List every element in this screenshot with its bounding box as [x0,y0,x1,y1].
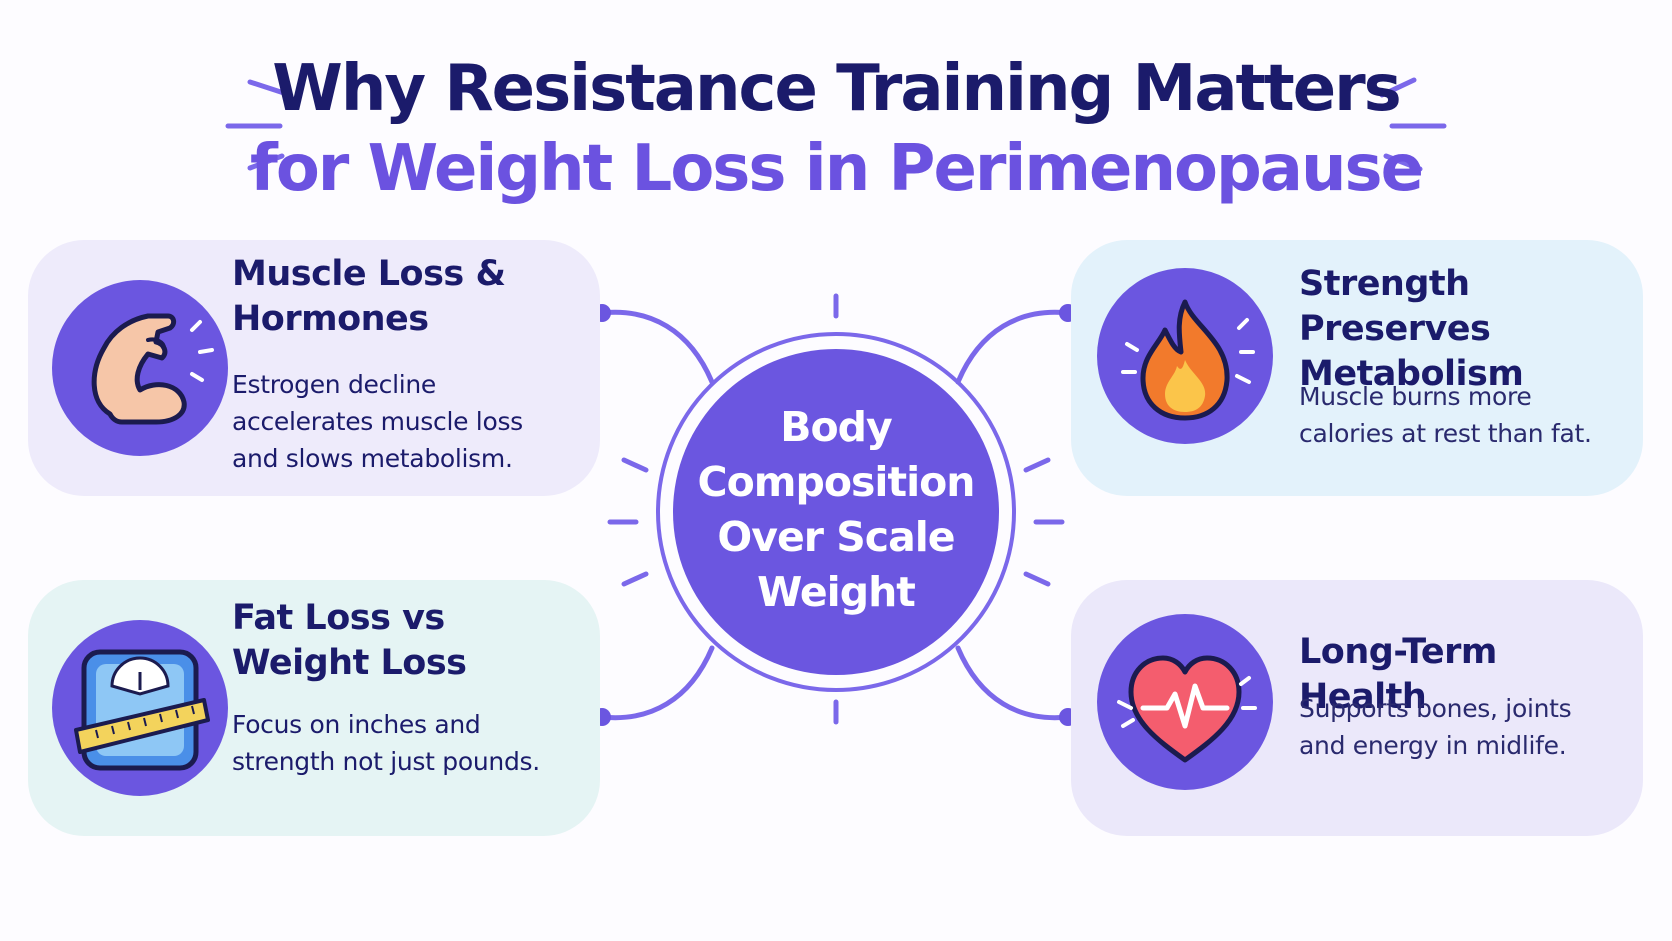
card-description: Muscle burns more calories at rest than … [1299,382,1592,448]
card-description: Estrogen decline accelerates muscle loss… [232,370,523,473]
card-strength-preserves-metabolism: Strength Preserves Metabolism Muscle bur… [1071,240,1643,496]
card-fat-loss-vs-weight-loss: Fat Loss vs Weight Loss Focus on inches … [28,580,600,836]
card-title: Strength Preserves Metabolism [1299,264,1524,394]
page-title-line-2: for Weight Loss in Perimenopause [249,132,1424,206]
card-description: Focus on inches and strength not just po… [232,710,540,776]
hub-sparks [607,293,1065,725]
page-title-line-1: Why Resistance Training Matters [272,52,1402,126]
flexed-arm-icon [52,280,228,456]
connector-lines [599,309,1071,721]
center-hub [656,332,1016,692]
heart-heartbeat-icon [1097,614,1273,790]
flame-icon [1097,268,1273,444]
title-sparks-right [1379,77,1447,172]
card-description: Supports bones, joints and energy in mid… [1299,694,1572,760]
card-title: Muscle Loss & Hormones [232,254,506,339]
card-title: Fat Loss vs Weight Loss [232,598,467,683]
card-title: Long-Term Health [1299,632,1497,717]
card-long-term-health: Long-Term Health Supports bones, joints … [1071,580,1643,836]
scale-with-tape-measure-icon [52,620,228,796]
card-muscle-loss-hormones: Muscle Loss & Hormones Estrogen decline … [28,240,600,496]
title-sparks-left [225,79,293,171]
center-hub-label: Body Composition Over Scale Weight [697,403,976,616]
